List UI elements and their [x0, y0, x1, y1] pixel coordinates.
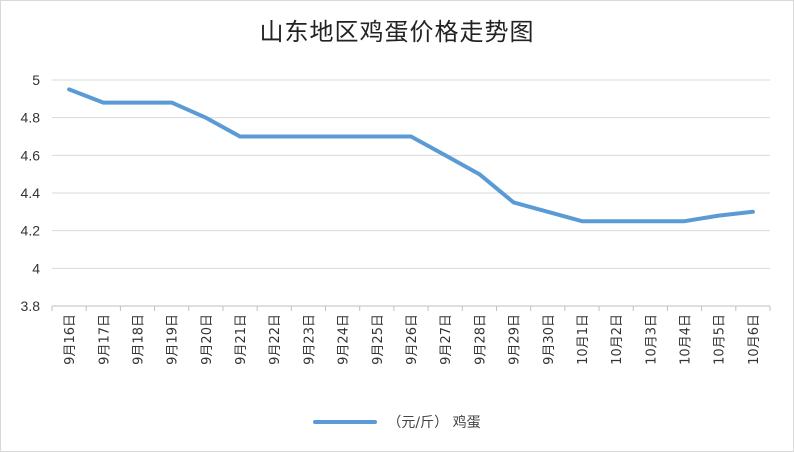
- x-tick-label: 9月19日: [166, 314, 181, 365]
- x-tick-label: 9月17日: [97, 314, 112, 365]
- x-tick-label: 10月2日: [610, 314, 625, 365]
- x-tick-label: 9月16日: [63, 314, 78, 365]
- legend: （元/斤） 鸡蛋: [0, 408, 794, 436]
- x-tick-label: 9月21日: [234, 314, 249, 365]
- chart-title: 山东地区鸡蛋价格走势图: [259, 18, 535, 46]
- x-tick-label: 9月30日: [542, 314, 557, 365]
- x-tick-label: 9月23日: [302, 314, 317, 365]
- x-tick-label: 10月1日: [576, 314, 591, 365]
- x-tick-label: 9月18日: [131, 314, 146, 365]
- x-tick-label: 9月26日: [405, 314, 420, 365]
- y-tick-label: 4.8: [21, 110, 41, 126]
- legend-line-swatch: [313, 420, 378, 424]
- y-tick-label: 4.6: [21, 147, 41, 163]
- x-tick-label: 9月24日: [337, 314, 352, 365]
- x-tick-label: 10月3日: [644, 314, 659, 365]
- legend-label: （元/斤） 鸡蛋: [387, 415, 481, 431]
- y-tick-label: 5: [32, 72, 40, 88]
- x-tick-label: 10月4日: [679, 314, 694, 365]
- x-tick-label: 10月6日: [747, 314, 762, 365]
- x-tick-label: 9月25日: [371, 314, 386, 365]
- y-tick-label: 3.8: [21, 298, 41, 314]
- y-tick-label: 4: [32, 260, 40, 276]
- x-tick-label: 9月22日: [268, 314, 283, 365]
- x-tick-label: 9月20日: [200, 314, 215, 365]
- x-tick-label: 9月27日: [439, 314, 454, 365]
- y-tick-label: 4.4: [21, 185, 41, 201]
- x-tick-label: 9月28日: [473, 314, 488, 365]
- y-tick-label: 4.2: [21, 223, 41, 239]
- x-tick-label: 10月5日: [713, 314, 728, 365]
- x-tick-label: 9月29日: [508, 314, 523, 365]
